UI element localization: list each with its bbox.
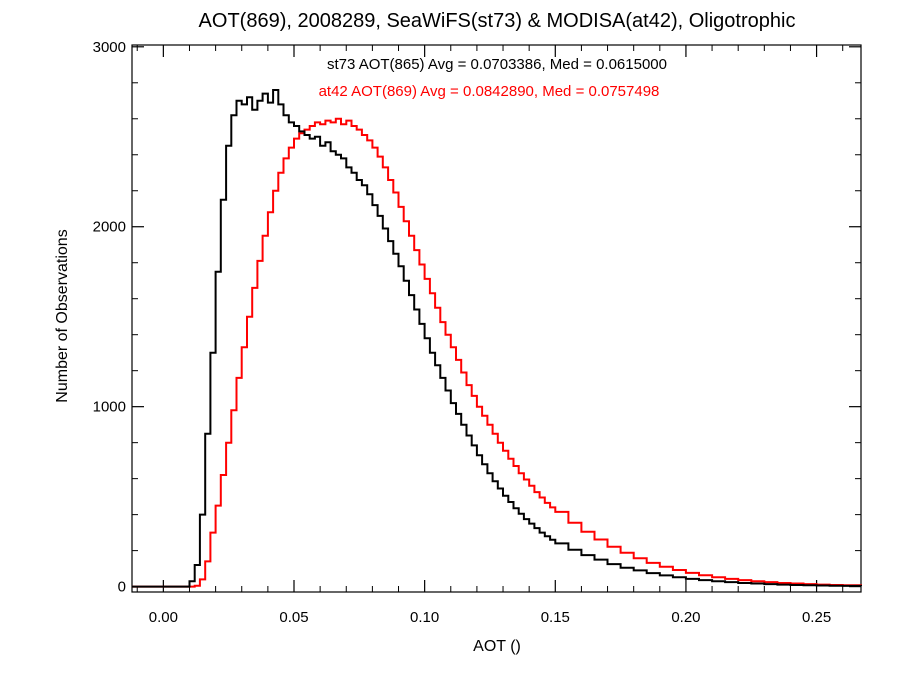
x-tick-label: 0.05 — [279, 609, 308, 626]
plot-frame — [131, 44, 862, 593]
series-st73-line — [132, 89, 862, 588]
y-tick-label: 1000 — [93, 399, 126, 416]
x-tick-label: 0.00 — [149, 609, 178, 626]
y-tick-label: 0 — [118, 579, 126, 596]
chart-title: AOT(869), 2008289, SeaWiFS(st73) & MODIS… — [199, 10, 796, 32]
y-tick-label: 2000 — [93, 219, 126, 236]
annotation-at42-stats: at42 AOT(869) Avg = 0.0842890, Med = 0.0… — [319, 83, 660, 100]
x-axis-label: AOT () — [473, 638, 521, 655]
y-tick-label: 3000 — [93, 39, 126, 56]
series-at42-line — [132, 117, 862, 588]
x-tick-label: 0.25 — [802, 609, 831, 626]
x-axis-ticks: 0.00 0.05 0.10 0.15 0.20 0.25 — [136, 45, 844, 626]
x-tick-label: 0.20 — [671, 609, 700, 626]
plot-border — [131, 44, 862, 593]
annotation-st73-stats: st73 AOT(865) Avg = 0.0703386, Med = 0.0… — [327, 56, 667, 73]
y-axis-label: Number of Observations — [54, 229, 71, 402]
x-tick-label: 0.15 — [541, 609, 570, 626]
series-layer — [132, 89, 862, 588]
x-tick-label: 0.10 — [410, 609, 439, 626]
y-axis-ticks: 0 1000 2000 3000 — [93, 39, 861, 596]
